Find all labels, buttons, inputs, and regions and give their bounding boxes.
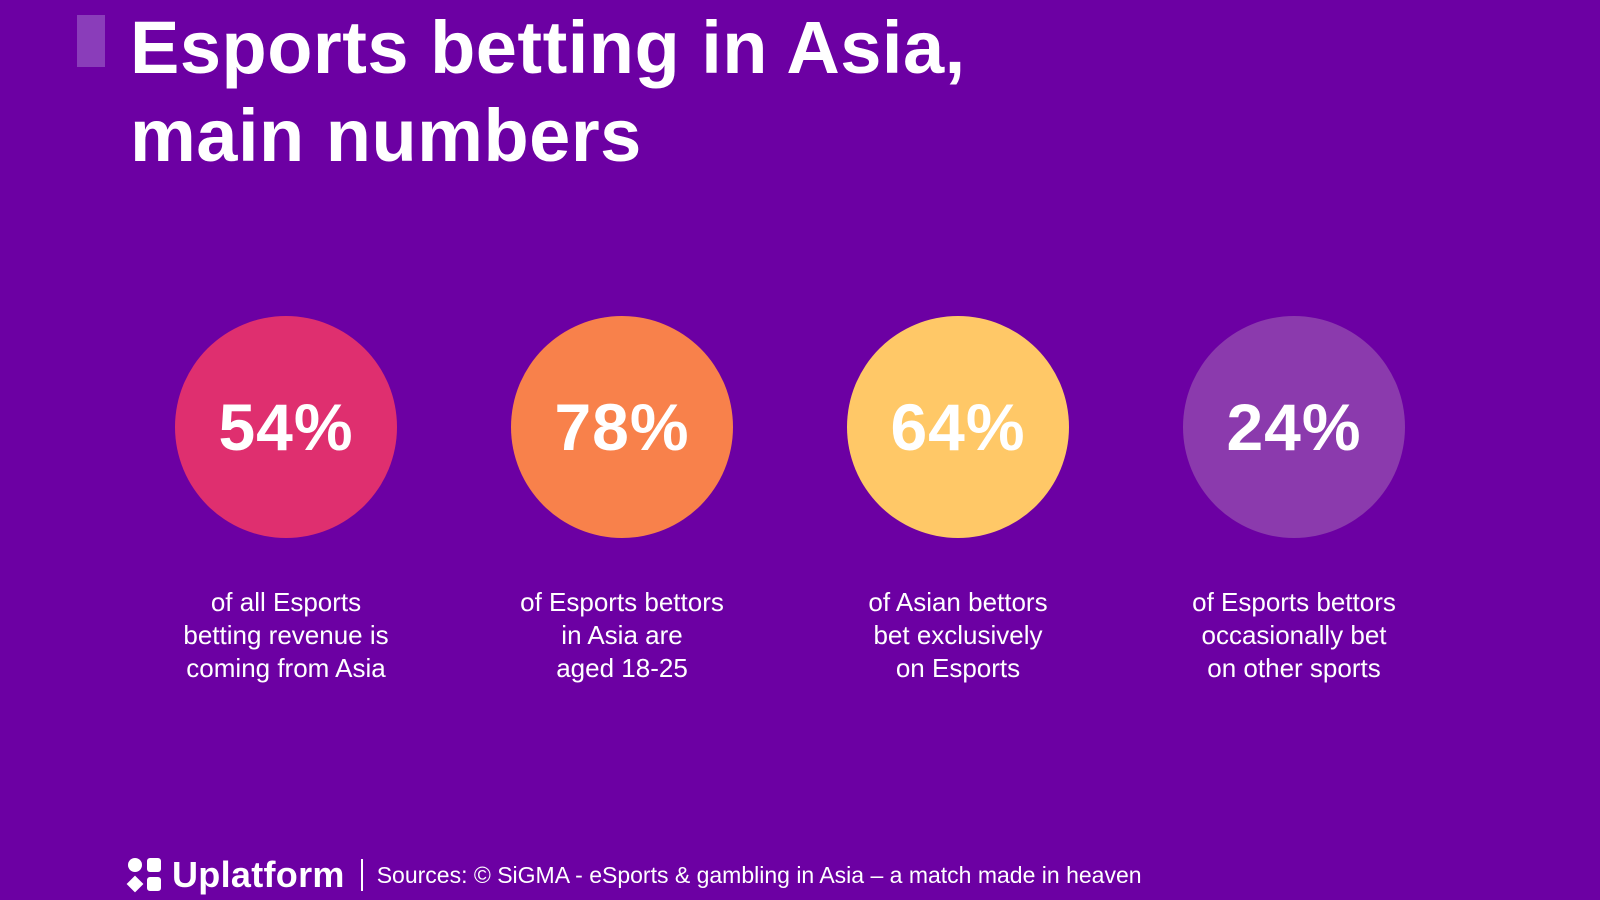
- stat-description: of Esports bettors occasionally bet on o…: [1144, 586, 1444, 685]
- stat-card-2: 78% of Esports bettors in Asia are aged …: [472, 316, 772, 685]
- brand-name: Uplatform: [172, 854, 345, 895]
- stat-description-line: of Esports bettors: [520, 587, 724, 617]
- title-accent-bar: [77, 15, 105, 67]
- stat-description-line: aged 18-25: [556, 653, 688, 683]
- footer-divider: [360, 859, 363, 891]
- stat-value: 64%: [890, 390, 1026, 464]
- stat-description: of Esports bettors in Asia are aged 18-2…: [472, 586, 772, 685]
- stat-value: 24%: [1226, 390, 1362, 464]
- stat-circle: 78%: [511, 316, 733, 538]
- stat-description-line: of Esports bettors: [1192, 587, 1396, 617]
- stat-value: 78%: [554, 390, 690, 464]
- stat-description-line: of Asian bettors: [868, 587, 1048, 617]
- stat-circle: 24%: [1183, 316, 1405, 538]
- stat-description-line: coming from Asia: [186, 653, 386, 683]
- sources-text: Sources: © SiGMA - eSports & gambling in…: [376, 861, 1142, 888]
- stat-description-line: occasionally bet: [1201, 620, 1387, 650]
- stat-description-line: on other sports: [1207, 653, 1381, 683]
- stat-circle: 64%: [847, 316, 1069, 538]
- stat-description: of Asian bettors bet exclusively on Espo…: [808, 586, 1108, 685]
- page-title: Esports betting in Asia, main numbers: [130, 4, 1130, 180]
- footer: Uplatform Sources: © SiGMA - eSports & g…: [126, 854, 1528, 895]
- stat-card-4: 24% of Esports bettors occasionally bet …: [1144, 316, 1444, 685]
- stat-value: 54%: [218, 390, 354, 464]
- uplatform-logo-icon: [126, 858, 162, 893]
- stat-description-line: betting revenue is: [183, 620, 389, 650]
- stat-description-line: of all Esports: [210, 587, 362, 617]
- title-line-1: Esports betting in Asia,: [130, 6, 966, 89]
- stat-description-line: on Esports: [895, 653, 1021, 683]
- title-line-2: main numbers: [130, 94, 642, 177]
- stat-circle: 54%: [175, 316, 397, 538]
- stat-description-line: in Asia are: [561, 620, 683, 650]
- stat-card-1: 54% of all Esports betting revenue is co…: [136, 316, 436, 685]
- stat-card-3: 64% of Asian bettors bet exclusively on …: [808, 316, 1108, 685]
- stat-description: of all Esports betting revenue is coming…: [136, 586, 436, 685]
- stat-description-line: bet exclusively: [873, 620, 1043, 650]
